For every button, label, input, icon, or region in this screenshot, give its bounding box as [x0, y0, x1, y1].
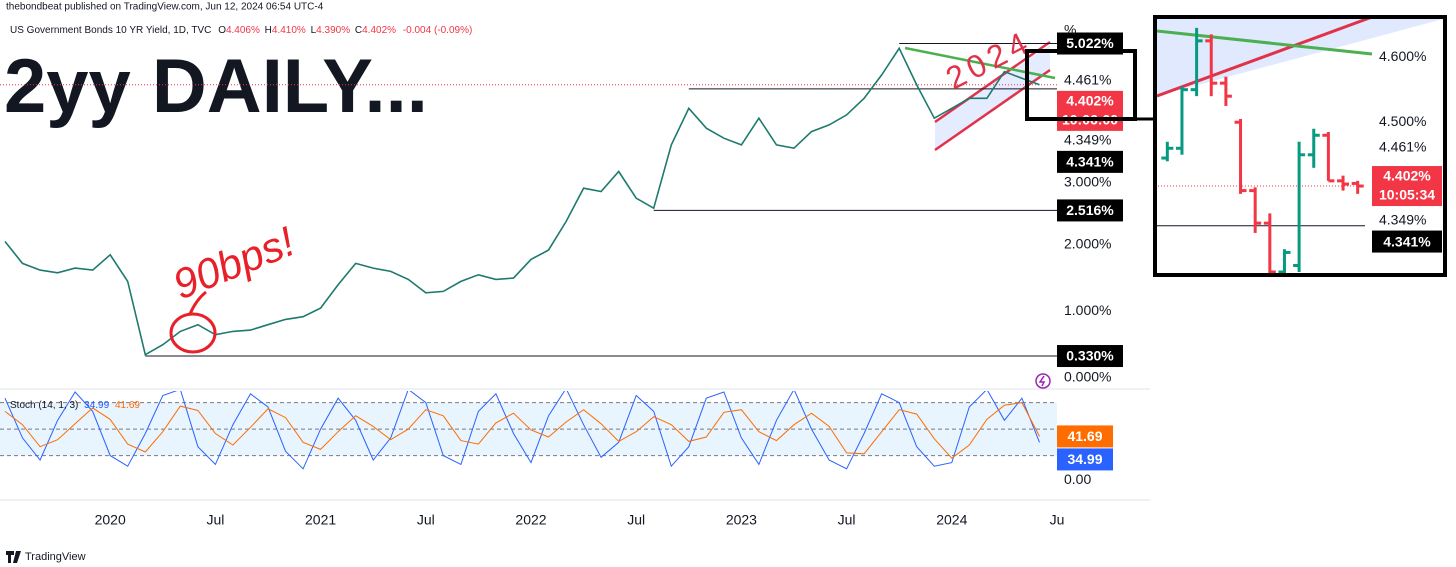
last-price-box	[1057, 90, 1123, 131]
series-line	[4, 402, 1040, 459]
price-label: 2.516%	[1066, 202, 1114, 218]
series-value-label: 41.69	[1067, 428, 1102, 444]
x-tick-label: Jul	[417, 512, 435, 528]
price-label: 5.022%	[1066, 35, 1114, 51]
x-tick-label: Ju	[1050, 512, 1065, 528]
y-tick-label: 4.600%	[1379, 48, 1426, 64]
annotation-circle	[169, 312, 217, 354]
series-line	[4, 46, 1040, 356]
symbol-line: US Government Bonds 10 YR Yield, 1D, TVC…	[10, 25, 472, 36]
x-tick-label: Jul	[838, 512, 856, 528]
y-tick-label: 4.461%	[1064, 72, 1111, 88]
headline: 2yy DAILY...	[4, 44, 428, 129]
ohlc-value: 4.406%	[226, 25, 260, 36]
y-tick-label: 3.000%	[1064, 174, 1111, 190]
symbol: US Government Bonds 10 YR Yield, 1D, TVC	[10, 25, 211, 36]
trend-line	[904, 46, 1056, 80]
ohlc-key: L	[311, 25, 317, 36]
annotation-90bps: 90bps!	[166, 217, 301, 308]
stoch-legend: Stoch (14, 1, 3) 34.99 41.69	[10, 400, 140, 411]
axes: 5.022%4.461%4.402%10:06:004.349%4.341%3.…	[95, 32, 1442, 528]
stoch-title: Stoch (14, 1, 3)	[10, 400, 78, 411]
annotation-stroke	[188, 290, 207, 315]
x-tick-label: 2021	[305, 512, 336, 528]
stoch-k: 34.99	[84, 400, 109, 411]
price-box	[1057, 199, 1123, 222]
countdown: 10:05:34	[1379, 187, 1435, 203]
price-box	[1057, 150, 1123, 173]
y-tick-label: 4.461%	[1379, 138, 1426, 154]
y-axis-unit: %	[1064, 22, 1076, 38]
series-line	[4, 391, 1040, 470]
ohlc-key: O	[218, 25, 226, 36]
price-box	[1372, 230, 1442, 253]
ohlc-key: H	[265, 25, 272, 36]
ohlc-value: 4.390%	[316, 25, 350, 36]
price-label: 0.330%	[1066, 348, 1114, 364]
y-tick-label: 4.500%	[1379, 113, 1426, 129]
published: thebondbeat published on TradingView.com…	[6, 2, 324, 13]
last-price-box	[1372, 166, 1442, 207]
series-value-box	[1057, 425, 1113, 448]
y-tick-label: 2.000%	[1064, 235, 1111, 251]
inset-frame	[1153, 15, 1447, 277]
change: -0.004 (-0.09%)	[403, 25, 472, 36]
x-tick-label: 2024	[936, 512, 967, 528]
price-label: 4.341%	[1383, 233, 1431, 249]
y-tick-label: 1.000%	[1064, 302, 1111, 318]
channel-line	[1157, 19, 1371, 98]
inset-pane	[1157, 19, 1443, 273]
footer: TradingView	[25, 551, 86, 563]
trend-line	[1157, 29, 1373, 56]
channel-line	[934, 40, 1051, 124]
last-price-label: 4.402%	[1383, 168, 1431, 184]
x-tick-label: 2022	[515, 512, 546, 528]
price-label: 4.341%	[1066, 154, 1114, 170]
zoom-box	[1025, 49, 1137, 121]
y-tick-label: 0.00	[1064, 471, 1091, 487]
x-tick-label: Jul	[627, 512, 645, 528]
ohlc-value: 4.402%	[362, 25, 396, 36]
main-pane	[0, 40, 1057, 357]
channel-line	[934, 68, 1051, 152]
stoch-pane	[0, 391, 1057, 470]
event-icon	[1035, 373, 1051, 389]
event-icon	[1038, 375, 1046, 387]
tv-logo	[6, 551, 21, 563]
ohlc-value: 4.410%	[272, 25, 306, 36]
y-tick-label: 4.349%	[1064, 132, 1111, 148]
x-tick-label: Jul	[206, 512, 224, 528]
y-tick-label: 4.349%	[1379, 211, 1426, 227]
x-tick-label: 2020	[95, 512, 126, 528]
series-value-label: 34.99	[1067, 451, 1102, 467]
stoch-d: 41.69	[115, 400, 140, 411]
series-value-box	[1057, 448, 1113, 471]
last-price-label: 4.402%	[1066, 93, 1114, 109]
price-box	[1057, 345, 1123, 368]
y-tick-label: 0.000%	[1064, 369, 1111, 385]
x-tick-label: 2023	[726, 512, 757, 528]
ohlc-key: C	[355, 25, 362, 36]
